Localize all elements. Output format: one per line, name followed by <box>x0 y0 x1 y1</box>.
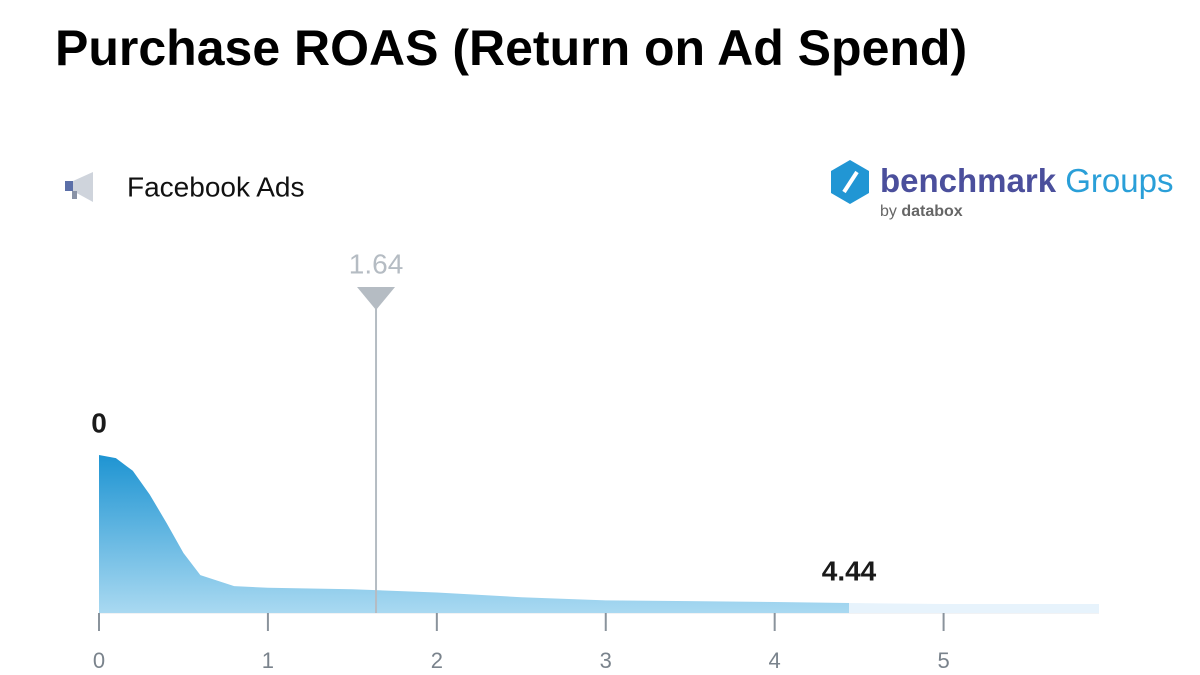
logo-by: by databox <box>880 203 963 220</box>
logo-name: benchmark Groups <box>880 162 1173 199</box>
x-tick-label: 1 <box>262 648 274 673</box>
x-tick-label: 2 <box>431 648 443 673</box>
logo-name-text: benchmark <box>880 162 1057 199</box>
x-tick-label: 0 <box>93 648 105 673</box>
x-tick-label: 5 <box>937 648 949 673</box>
legend: Facebook Ads <box>65 171 304 202</box>
legend-label: Facebook Ads <box>127 171 304 202</box>
logo: benchmark Groups by databox <box>831 160 1173 220</box>
logo-company: databox <box>901 203 962 220</box>
x-tick-label: 4 <box>769 648 781 673</box>
density-area <box>99 455 849 613</box>
logo-suffix: Groups <box>1065 162 1173 199</box>
median-pointer <box>357 287 396 310</box>
max-label: 4.44 <box>822 555 877 586</box>
min-label: 0 <box>91 407 107 438</box>
megaphone-icon <box>65 172 93 202</box>
density-area-rest <box>849 603 1099 613</box>
logo-by-text: by <box>880 203 897 220</box>
chart-title: Purchase ROAS (Return on Ad Spend) <box>55 20 967 76</box>
x-tick-label: 3 <box>600 648 612 673</box>
median-label: 1.64 <box>349 248 404 279</box>
